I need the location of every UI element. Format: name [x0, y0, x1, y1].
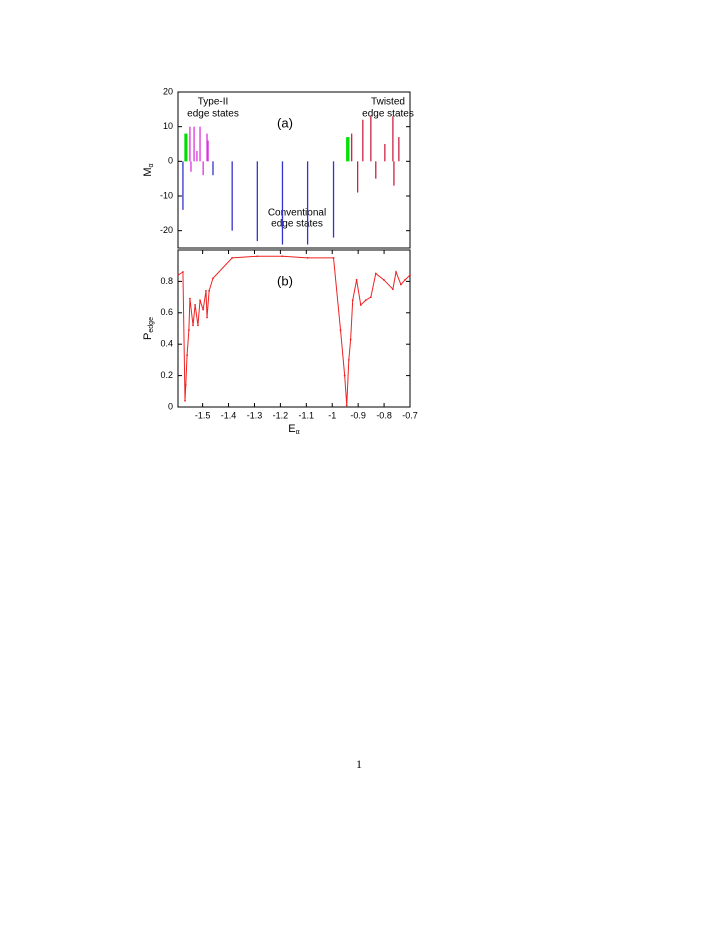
y-axis-label-main: P [142, 333, 154, 340]
data-point [186, 354, 188, 357]
y-tick-label: 0.6 [160, 307, 173, 317]
y-tick-label: -20 [160, 225, 173, 235]
data-point [332, 256, 335, 259]
data-point [345, 404, 348, 407]
x-axis-label: Eα [288, 423, 299, 436]
data-point [256, 255, 259, 258]
data-point [349, 338, 352, 341]
data-point [197, 324, 199, 327]
annotation: Conventional [268, 208, 326, 219]
y-axis-label-main: M [142, 167, 154, 176]
x-tick-label: -1.3 [247, 410, 263, 420]
x-axis-label-sub: α [296, 429, 300, 436]
x-tick-label: -0.9 [350, 410, 366, 420]
x-axis-label-main: E [288, 423, 295, 435]
x-tick-label: -1.2 [273, 410, 289, 420]
y-tick-label: 0.4 [160, 339, 173, 349]
data-point [212, 277, 214, 280]
data-point [199, 299, 201, 302]
data-point [351, 299, 354, 302]
data-point [404, 278, 406, 281]
annotation: Twisted [371, 97, 405, 108]
y-axis-label-sub: α [148, 163, 155, 167]
data-point [364, 299, 367, 302]
annotation: edge states [362, 109, 414, 120]
data-point [187, 329, 190, 331]
y-tick-label: 0 [168, 156, 173, 166]
data-point [369, 296, 372, 298]
data-point [343, 374, 346, 377]
y-tick-label: 0.8 [160, 276, 173, 286]
y-tick-label: 20 [163, 86, 173, 96]
annotation: Type-II [198, 97, 229, 108]
y-tick-label: 0.2 [160, 370, 173, 380]
data-point [347, 359, 350, 361]
data-point [202, 308, 205, 311]
y-tick-label: 10 [163, 121, 173, 131]
data-point [359, 304, 362, 306]
data-point [355, 278, 358, 281]
data-point [409, 274, 411, 277]
data-point [184, 399, 186, 402]
data-point [382, 278, 385, 281]
page-number: 1 [356, 757, 362, 771]
data-point [306, 256, 309, 259]
data-point [400, 283, 402, 286]
data-point [339, 329, 342, 331]
data-point [192, 324, 194, 327]
data-point [208, 289, 211, 292]
x-tick-label: -1.5 [195, 410, 211, 420]
y-axis-label: Mα [142, 163, 155, 176]
plot-frame [177, 249, 411, 408]
y-axis-label: Pedge [142, 317, 155, 340]
data-point [194, 304, 197, 306]
data-point [189, 297, 191, 300]
y-tick-label: -10 [160, 190, 173, 200]
y-axis-label-sub: edge [148, 317, 155, 333]
data-point [374, 272, 377, 275]
data-point [184, 384, 187, 386]
annotation: edge states [187, 109, 239, 120]
panel-label: (b) [277, 273, 293, 288]
data-point [182, 271, 184, 273]
x-tick-label: -1 [328, 410, 336, 420]
plot-frame [177, 91, 411, 249]
data-point [177, 274, 179, 277]
panel-label: (a) [277, 115, 293, 130]
data-point [231, 256, 234, 259]
data-point [395, 271, 397, 273]
data-point [391, 288, 394, 291]
annotation: edge states [271, 219, 323, 230]
data-point [281, 255, 284, 258]
x-tick-label: -0.8 [376, 410, 392, 420]
data-point [205, 289, 207, 292]
x-tick-label: -1.4 [221, 410, 237, 420]
data-point [206, 316, 208, 319]
y-tick-label: 0 [168, 401, 173, 411]
data-line [177, 255, 411, 406]
x-tick-label: -0.7 [402, 410, 418, 420]
x-tick-label: -1.1 [299, 410, 315, 420]
